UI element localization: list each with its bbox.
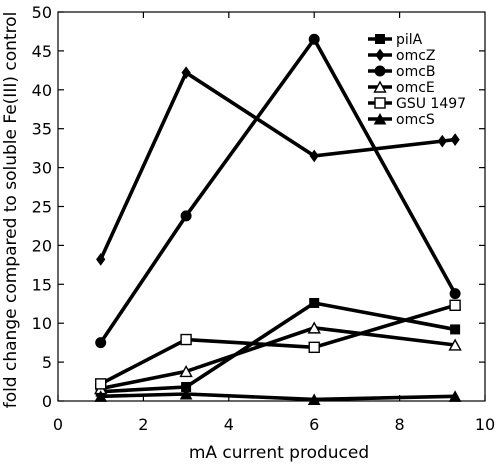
legend-item-gsu-1497: GSU 1497 — [368, 96, 466, 112]
data-point-omcz — [309, 149, 319, 163]
series-omcs — [94, 387, 462, 405]
x-tick-label: 10 — [475, 415, 495, 434]
data-point-omcb — [180, 210, 192, 222]
legend-label: omcE — [396, 80, 435, 96]
legend-item-omcs: omcS — [368, 112, 435, 128]
data-point-omcz — [437, 134, 447, 148]
y-tick-label: 50 — [32, 3, 52, 22]
legend-label: omcB — [396, 64, 436, 80]
legend-marker — [374, 97, 386, 109]
data-point-gsu-1497 — [308, 341, 320, 354]
data-point-gsu-1497 — [180, 333, 192, 346]
y-tick-label: 5 — [42, 353, 52, 372]
data-point-gsu-1497 — [94, 378, 107, 390]
data-point-pila — [309, 297, 320, 308]
legend-label: GSU 1497 — [396, 96, 466, 112]
y-axis-label: fold change compared to soluble Fe(III) … — [1, 12, 21, 409]
legend-item-pila: pilA — [368, 32, 423, 48]
data-point-omcb — [449, 288, 461, 300]
x-tick-label: 0 — [53, 415, 63, 434]
series-omcb — [95, 33, 461, 349]
y-tick-label: 0 — [42, 392, 52, 411]
data-point-omcb — [95, 337, 107, 349]
data-point-omcb — [308, 33, 320, 45]
x-tick-label: 6 — [309, 415, 319, 434]
series-gsu-1497 — [94, 299, 461, 390]
data-point-omcz — [181, 66, 191, 80]
legend-label: omcS — [396, 112, 435, 128]
legend-marker — [373, 80, 387, 93]
series-line-omcb — [99, 35, 457, 344]
legend-marker — [374, 65, 386, 77]
y-tick-label: 45 — [32, 42, 52, 61]
series-line-omce — [100, 326, 456, 391]
axes: 0 2 4 6 8 10 0 5 10 15 20 25 30 35 40 45 50 — [32, 3, 496, 434]
legend-marker — [375, 34, 385, 44]
y-tick-label: 40 — [32, 81, 52, 100]
series-omcz — [96, 66, 460, 266]
legend-item-omce: omcE — [368, 80, 435, 96]
data-point-omcz — [96, 253, 106, 266]
legend-label: omcZ — [396, 48, 436, 64]
series-line-gsu-1497 — [99, 303, 456, 386]
plot-area — [94, 33, 462, 405]
series-pila — [95, 297, 461, 397]
data-point-pila — [450, 324, 461, 335]
legend-label: pilA — [396, 32, 423, 48]
data-point-omcz — [450, 133, 460, 146]
data-point-omce — [307, 321, 321, 334]
x-tick-label: 8 — [395, 415, 405, 434]
x-axis-label: mA current produced — [189, 443, 369, 463]
y-tick-label: 15 — [32, 275, 52, 294]
legend-marker — [373, 112, 387, 125]
y-tick-label: 35 — [32, 120, 52, 139]
series-line-omcs — [100, 392, 456, 402]
data-point-gsu-1497 — [449, 299, 461, 312]
y-tick-label: 10 — [32, 314, 52, 333]
y-tick-label: 25 — [32, 198, 52, 217]
y-tick-label: 30 — [32, 159, 52, 178]
legend-item-omcz: omcZ — [368, 48, 436, 64]
y-tick-label: 20 — [32, 236, 52, 255]
x-tick-label: 2 — [138, 415, 148, 434]
data-point-omcs — [179, 387, 193, 400]
x-tick-label: 4 — [224, 415, 234, 434]
legend-marker — [375, 48, 385, 62]
legend-item-omcb: omcB — [368, 64, 436, 80]
data-point-omce — [448, 338, 462, 351]
data-point-omce — [179, 364, 193, 378]
